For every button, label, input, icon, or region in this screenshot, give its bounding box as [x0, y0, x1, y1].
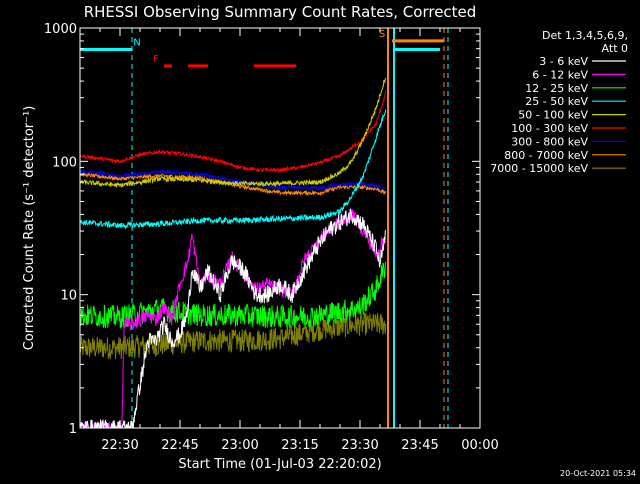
- x-tick-label: 23:30: [341, 438, 378, 453]
- y-tick-label: 1: [69, 422, 77, 437]
- legend-header: Det 1,3,4,5,6,9,: [542, 29, 628, 42]
- series-line: [80, 109, 387, 230]
- plot-area: N F S: [80, 28, 449, 428]
- y-axis: 1 10 100 1000: [44, 22, 480, 437]
- chart-title: RHESSI Observing Summary Count Rates, Co…: [84, 3, 477, 21]
- x-tick-label: 00:00: [461, 438, 498, 453]
- legend-label: 7000 - 15000 keV: [490, 162, 588, 175]
- x-tick-label: 23:45: [401, 438, 438, 453]
- legend-label: 25 - 50 keV: [525, 95, 588, 108]
- legend-label: 6 - 12 keV: [532, 68, 588, 81]
- plot-contents: [80, 28, 449, 428]
- x-tick-label: 23:00: [221, 438, 258, 453]
- series-line: [80, 208, 387, 428]
- annotation-label: S: [379, 29, 385, 40]
- legend-label: 12 - 25 keV: [525, 82, 588, 95]
- y-tick-label: 100: [52, 155, 77, 170]
- y-axis-label: Corrected Count Rate (s⁻¹ detector⁻¹): [22, 106, 37, 351]
- series-line: [80, 168, 386, 191]
- series-line: [80, 261, 387, 329]
- footer-timestamp: 20-Oct-2021 05:34: [560, 469, 636, 478]
- legend-header: Att 0: [602, 42, 628, 55]
- x-tick-label: 22:30: [101, 438, 138, 453]
- x-axis: 22:30 22:45 23:00 23:15 23:30 23:45 00:00: [79, 28, 499, 453]
- annotation-label: F: [153, 54, 159, 65]
- legend-label: 3 - 6 keV: [539, 55, 588, 68]
- y-tick-label: 10: [60, 289, 77, 304]
- series-line: [80, 172, 387, 197]
- x-tick-label: 22:45: [161, 438, 198, 453]
- series-line: [80, 77, 387, 188]
- legend-label: 800 - 7000 keV: [504, 149, 588, 162]
- x-tick-label: 23:15: [281, 438, 318, 453]
- series-line: [80, 91, 387, 174]
- plot-frame: [79, 27, 481, 429]
- x-axis-label: Start Time (01-Jul-03 22:20:02): [178, 457, 381, 472]
- legend-label: 300 - 800 keV: [511, 135, 588, 148]
- series-line: [80, 209, 387, 428]
- y-tick-label: 1000: [44, 22, 77, 37]
- series-line: [80, 311, 387, 360]
- legend-label: 100 - 300 keV: [511, 122, 588, 135]
- legend-label: 50 - 100 keV: [518, 109, 588, 122]
- annotation-label: N: [133, 37, 140, 48]
